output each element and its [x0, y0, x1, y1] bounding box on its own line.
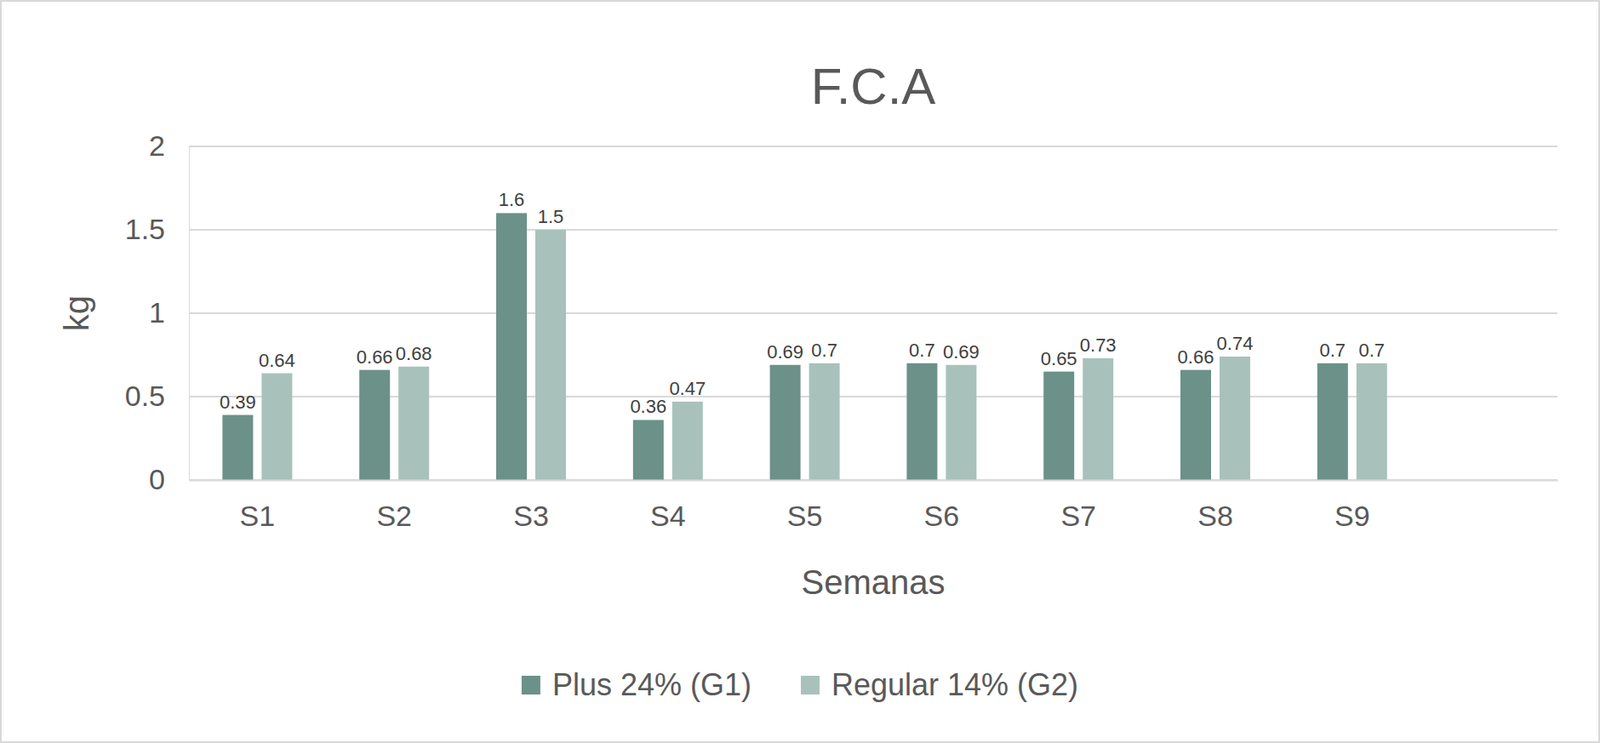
bar — [1082, 358, 1114, 480]
data-label: 0.47 — [668, 377, 706, 400]
data-label: 0.39 — [219, 391, 257, 413]
bar — [906, 363, 938, 480]
bar — [261, 373, 292, 480]
data-label: 0.64 — [258, 349, 296, 372]
data-label: 0.68 — [395, 342, 433, 365]
legend-swatch — [521, 675, 541, 695]
y-tick-label: 2 — [148, 129, 166, 162]
x-tick: S9 — [1334, 480, 1371, 532]
bar — [1043, 371, 1075, 480]
bar — [672, 401, 703, 480]
x-tick-label: S4 — [650, 499, 686, 532]
grid-line — [188, 145, 1558, 148]
data-label: 0.7 — [908, 339, 936, 361]
y-tick-label: 0.5 — [125, 379, 166, 412]
x-tick-label: S7 — [1060, 499, 1097, 532]
x-tick: S6 — [924, 480, 960, 532]
x-tick: S4 — [650, 480, 686, 532]
bar — [1219, 356, 1251, 480]
data-label: 0.7 — [1359, 339, 1386, 361]
grid-line — [188, 395, 1558, 398]
data-label: 0.7 — [811, 339, 838, 361]
title: F.C.A — [811, 57, 937, 115]
y-axis: 0 0.5 1 1.5 2 — [125, 129, 190, 496]
bar — [535, 229, 566, 480]
x-axis: S1 S2 S3 S4 S5 S6 S7 S8 S9 — [189, 480, 1559, 532]
y-tick: 1 — [148, 296, 189, 329]
bar — [359, 370, 390, 480]
x-tick-label: S1 — [240, 499, 276, 532]
x-tick: S7 — [1060, 480, 1097, 532]
y-tick-label: 1.5 — [125, 212, 166, 246]
data-label: 1.6 — [498, 188, 526, 211]
bar — [1180, 370, 1212, 480]
bar — [945, 365, 977, 480]
plot: 00.511.52S1S2S3S4S5S6S7S8S90.390.661.60.… — [125, 129, 1559, 532]
x-tick-label: S5 — [787, 499, 823, 532]
x-tick: S1 — [240, 480, 276, 532]
y-axis-line — [188, 147, 190, 481]
y-tick-label: 1 — [148, 296, 166, 329]
data-label: 0.69 — [942, 341, 980, 363]
x-tick-label: S6 — [924, 499, 960, 532]
bar — [770, 365, 801, 480]
x-axis-title: Semanas — [801, 563, 946, 601]
data-label: 0.73 — [1080, 334, 1117, 356]
x-tick: S2 — [376, 480, 412, 532]
y-axis-title: kg — [57, 295, 96, 332]
x-tick: S8 — [1197, 480, 1234, 532]
y-tick: 1.5 — [125, 212, 189, 246]
chart: 00.511.52S1S2S3S4S5S6S7S8S90.390.661.60.… — [0, 0, 1600, 743]
bar — [809, 363, 840, 480]
data-label: 0.65 — [1040, 348, 1078, 370]
bar — [1356, 363, 1388, 480]
grid — [188, 146, 1558, 480]
data-label: 0.74 — [1217, 332, 1254, 355]
legend-label: Regular 14% (G2) — [831, 667, 1079, 703]
x-tick-label: S8 — [1197, 499, 1234, 532]
legend-swatch — [800, 675, 820, 695]
legend-item: Regular 14% (G2) — [800, 667, 1079, 703]
data-label: 0.69 — [766, 341, 804, 363]
y-tick: 0 — [148, 462, 189, 496]
legend: Plus 24% (G1) Regular 14% (G2) — [521, 667, 1079, 703]
bar — [633, 419, 664, 480]
x-tick-label: S2 — [376, 499, 412, 532]
x-tick-label: S3 — [513, 499, 549, 532]
legend-label: Plus 24% (G1) — [552, 667, 752, 703]
y-tick-label: 0 — [148, 462, 166, 496]
chart-frame — [0, 0, 1600, 743]
data-label: 0.66 — [356, 346, 394, 368]
grid-line — [188, 228, 1558, 231]
data-label: 0.66 — [1177, 346, 1215, 368]
x-tick: S3 — [513, 480, 549, 532]
bar — [398, 366, 429, 480]
bar — [1317, 363, 1349, 480]
legend-item: Plus 24% (G1) — [521, 667, 752, 703]
grid-line — [188, 312, 1558, 315]
bar — [496, 212, 527, 480]
x-tick-label: S9 — [1334, 499, 1371, 532]
x-tick: S5 — [787, 480, 823, 532]
bar — [222, 415, 253, 480]
x-axis-line — [189, 480, 1559, 482]
y-tick: 2 — [148, 129, 189, 162]
data-label: 0.36 — [629, 395, 667, 418]
bars — [222, 212, 1387, 480]
data-label: 1.5 — [537, 205, 565, 228]
data-labels: 0.39 0.66 1.6 0.36 0.69 0.7 0.65 0.66 0.7 0.64 0.6… — [219, 188, 1385, 418]
grid-line — [188, 479, 1558, 481]
y-tick: 0.5 — [125, 379, 189, 412]
data-label: 0.7 — [1320, 339, 1347, 361]
